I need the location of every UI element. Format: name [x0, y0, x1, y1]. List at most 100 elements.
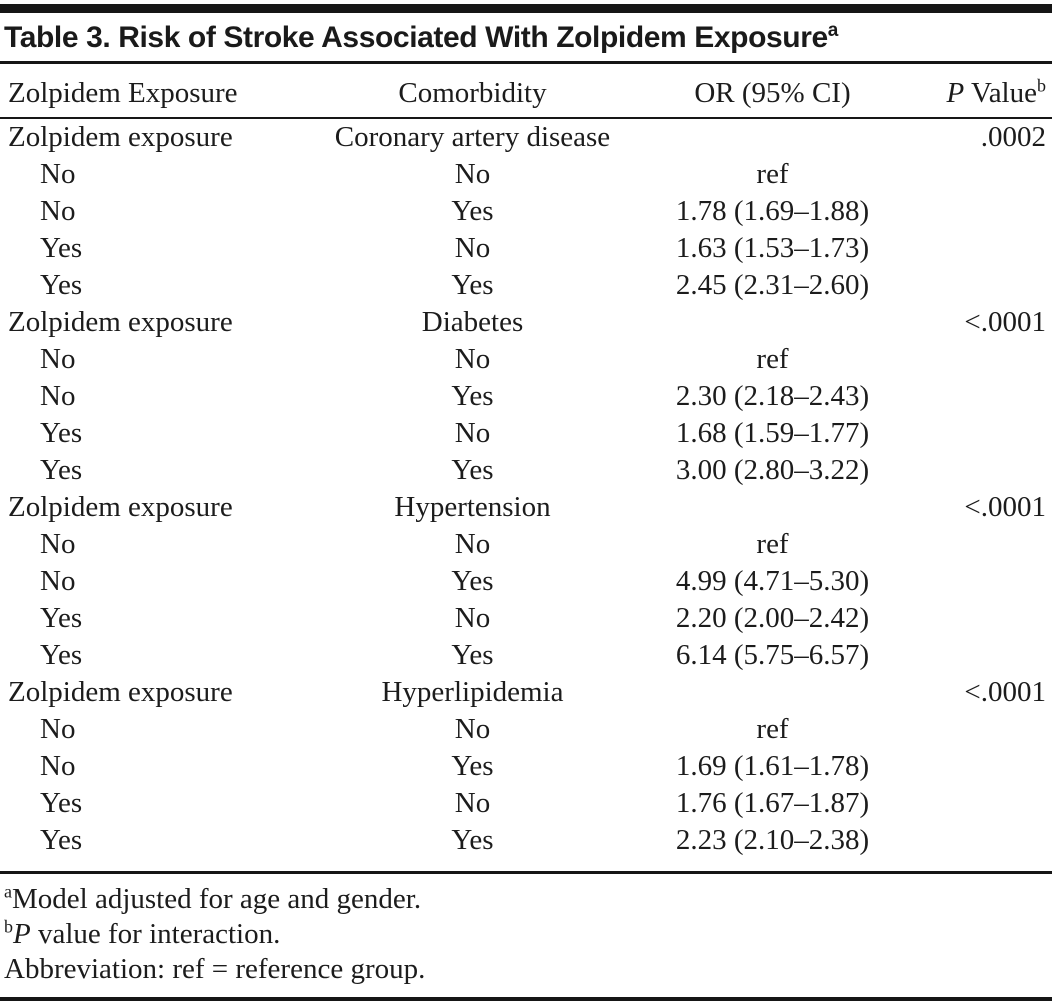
- data-row: Yes Yes 2.23 (2.10–2.38): [0, 822, 1052, 859]
- data-row: Yes No 1.76 (1.67–1.87): [0, 785, 1052, 822]
- column-header-1: Zolpidem Exposure: [0, 64, 300, 119]
- or-ci-cell: 2.23 (2.10–2.38): [675, 824, 870, 856]
- or-ci-cell: 2.20 (2.00–2.42): [675, 602, 870, 634]
- p-value-cell: <.0001: [964, 676, 1046, 708]
- data-row: No No ref: [0, 526, 1052, 563]
- exposure-cell: Yes: [40, 269, 83, 301]
- exposure-cell: Yes: [40, 602, 83, 634]
- comorbidity-cell: No: [454, 417, 491, 449]
- exposure-cell: No: [40, 380, 76, 412]
- p-value-cell: [900, 156, 1052, 193]
- data-row: Yes No 1.68 (1.59–1.77): [0, 415, 1052, 452]
- p-value-cell: [900, 600, 1052, 637]
- data-row: Yes No 2.20 (2.00–2.42): [0, 600, 1052, 637]
- exposure-cell: Yes: [40, 417, 83, 449]
- footnote-rule: [0, 871, 1052, 874]
- or-ci-cell: [645, 304, 900, 341]
- exposure-cell: Yes: [40, 454, 83, 486]
- spacer: [0, 859, 1052, 871]
- exposure-cell: No: [40, 713, 76, 745]
- column-header-2: Comorbidity: [300, 64, 645, 119]
- data-row: No Yes 1.69 (1.61–1.78): [0, 748, 1052, 785]
- column-header-4: P Valueb: [900, 64, 1052, 119]
- p-value-cell: [900, 563, 1052, 600]
- or-ci-cell: ref: [756, 343, 789, 375]
- comorbidity-cell: Diabetes: [421, 306, 524, 338]
- or-ci-cell: 3.00 (2.80–3.22): [675, 454, 870, 486]
- or-ci-cell: 1.76 (1.67–1.87): [675, 787, 870, 819]
- or-ci-cell: [645, 674, 900, 711]
- data-row: Yes Yes 2.45 (2.31–2.60): [0, 267, 1052, 304]
- comorbidity-cell: Yes: [451, 195, 494, 227]
- comorbidity-cell: Yes: [451, 380, 494, 412]
- or-ci-cell: 4.99 (4.71–5.30): [675, 565, 870, 597]
- or-ci-cell: 2.30 (2.18–2.43): [675, 380, 870, 412]
- comorbidity-cell: No: [454, 528, 491, 560]
- p-value-cell: [900, 526, 1052, 563]
- p-value-cell: [900, 748, 1052, 785]
- comorbidity-cell: Yes: [451, 565, 494, 597]
- exposure-cell: No: [40, 565, 76, 597]
- p-value-cell: [900, 267, 1052, 304]
- risk-of-stroke-table: Zolpidem Exposure Comorbidity OR (95% CI) P…: [0, 64, 1052, 859]
- comorbidity-cell: Coronary artery disease: [334, 121, 611, 153]
- data-row: No Yes 1.78 (1.69–1.88): [0, 193, 1052, 230]
- data-row: No No ref: [0, 341, 1052, 378]
- data-row: Yes Yes 6.14 (5.75–6.57): [0, 637, 1052, 674]
- or-ci-cell: 6.14 (5.75–6.57): [675, 639, 870, 671]
- exposure-cell: Zolpidem exposure: [8, 676, 233, 708]
- exposure-cell: Yes: [40, 824, 83, 856]
- or-ci-cell: 1.78 (1.69–1.88): [675, 195, 870, 227]
- exposure-cell: Zolpidem exposure: [8, 306, 233, 338]
- data-row: No No ref: [0, 156, 1052, 193]
- table-title-superscript: a: [827, 20, 839, 41]
- exposure-cell: Yes: [40, 232, 83, 264]
- or-ci-cell: [645, 118, 900, 156]
- or-ci-cell: ref: [756, 158, 789, 190]
- exposure-cell: No: [40, 158, 76, 190]
- comorbidity-cell: Yes: [451, 454, 494, 486]
- footnote-abbreviation: Abbreviation: ref = reference group.: [4, 953, 426, 985]
- or-ci-cell: 1.63 (1.53–1.73): [675, 232, 870, 264]
- title-rule: [0, 61, 1052, 64]
- comorbidity-cell: No: [454, 713, 491, 745]
- data-row: No Yes 4.99 (4.71–5.30): [0, 563, 1052, 600]
- footnote-a: aModel adjusted for age and gender.: [4, 881, 422, 915]
- comorbidity-cell: Yes: [451, 269, 494, 301]
- table-title: Table 3. Risk of Stroke Associated With …: [0, 13, 1052, 61]
- p-value-cell: <.0001: [964, 306, 1046, 338]
- p-value-cell: [900, 637, 1052, 674]
- data-row: Yes Yes 3.00 (2.80–3.22): [0, 452, 1052, 489]
- data-row: Yes No 1.63 (1.53–1.73): [0, 230, 1052, 267]
- group-row: Zolpidem exposure Hyperlipidemia <.0001: [0, 674, 1052, 711]
- p-value-cell: [900, 785, 1052, 822]
- exposure-cell: No: [40, 528, 76, 560]
- comorbidity-cell: No: [454, 343, 491, 375]
- exposure-cell: Zolpidem exposure: [8, 491, 233, 523]
- or-ci-cell: ref: [756, 528, 789, 560]
- or-ci-cell: ref: [756, 713, 789, 745]
- column-header-3: OR (95% CI): [645, 64, 900, 119]
- p-value-cell: <.0001: [964, 491, 1046, 523]
- comorbidity-cell: No: [454, 787, 491, 819]
- comorbidity-cell: No: [454, 602, 491, 634]
- or-ci-cell: 1.68 (1.59–1.77): [675, 417, 870, 449]
- or-ci-cell: 2.45 (2.31–2.60): [675, 269, 870, 301]
- top-rule: [0, 4, 1052, 13]
- exposure-cell: No: [40, 750, 76, 782]
- p-value-cell: [900, 341, 1052, 378]
- p-value-cell: [900, 822, 1052, 859]
- comorbidity-cell: Yes: [451, 750, 494, 782]
- group-row: Zolpidem exposure Diabetes <.0001: [0, 304, 1052, 341]
- data-row: No Yes 2.30 (2.18–2.43): [0, 378, 1052, 415]
- or-ci-cell: 1.69 (1.61–1.78): [675, 750, 870, 782]
- exposure-cell: Yes: [40, 787, 83, 819]
- data-row: No No ref: [0, 711, 1052, 748]
- p-value-cell: [900, 415, 1052, 452]
- comorbidity-cell: No: [454, 232, 491, 264]
- p-value-cell: [900, 711, 1052, 748]
- p-value-cell: [900, 378, 1052, 415]
- p-value-cell: [900, 193, 1052, 230]
- group-row: Zolpidem exposure Hypertension <.0001: [0, 489, 1052, 526]
